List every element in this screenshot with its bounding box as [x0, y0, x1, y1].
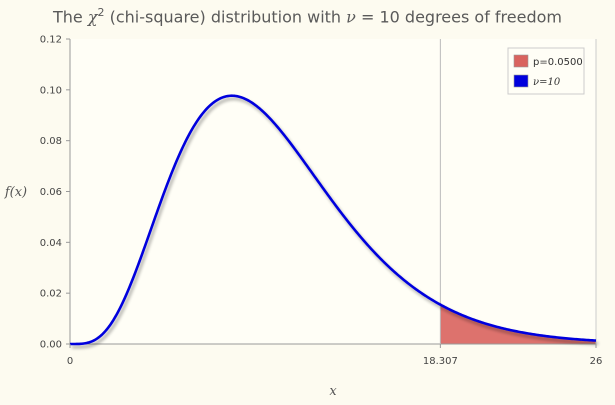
legend: p=0.0500 ν=10 [507, 47, 585, 95]
y-tick-label: 0.00 [40, 340, 62, 351]
p-value-shaded-area [440, 304, 596, 344]
x-tick-label: 0 [67, 356, 73, 367]
title-mid: (chi-square) distribution with [104, 7, 347, 27]
shaded-region-layer [440, 304, 596, 344]
title-prefix: The [52, 7, 88, 27]
x-tick-label: 26 [590, 356, 603, 367]
curve-layer [70, 94, 597, 346]
x-tick-label: 18.307 [423, 356, 458, 367]
y-tick-label: 0.10 [40, 85, 62, 96]
chart-title: The χ2 (chi-square) distribution with ν … [0, 6, 615, 26]
title-chi-symbol: χ [87, 7, 98, 27]
legend-swatch [513, 54, 529, 68]
title-nu-symbol: ν [346, 7, 356, 27]
y-tick-label: 0.04 [40, 238, 62, 249]
y-tick-label: 0.06 [40, 187, 62, 198]
y-axis-label: f(x) [4, 185, 27, 200]
ticks-layer: 0.00 0.02 0.04 0.06 0.08 0.10 0.12 0 18.307 26 [40, 35, 603, 368]
x-axis-label: x [329, 384, 337, 399]
legend-label: ν=10 [533, 77, 561, 88]
title-exponent: 2 [97, 6, 105, 19]
y-tick-label: 0.08 [40, 136, 62, 147]
y-tick-label: 0.12 [40, 35, 62, 46]
legend-label: p=0.0500 [533, 57, 583, 68]
y-tick-label: 0.02 [40, 289, 62, 300]
legend-swatch [513, 74, 529, 88]
title-suffix: = 10 degrees of freedom [355, 7, 562, 27]
chi-square-density-curve [70, 94, 597, 346]
